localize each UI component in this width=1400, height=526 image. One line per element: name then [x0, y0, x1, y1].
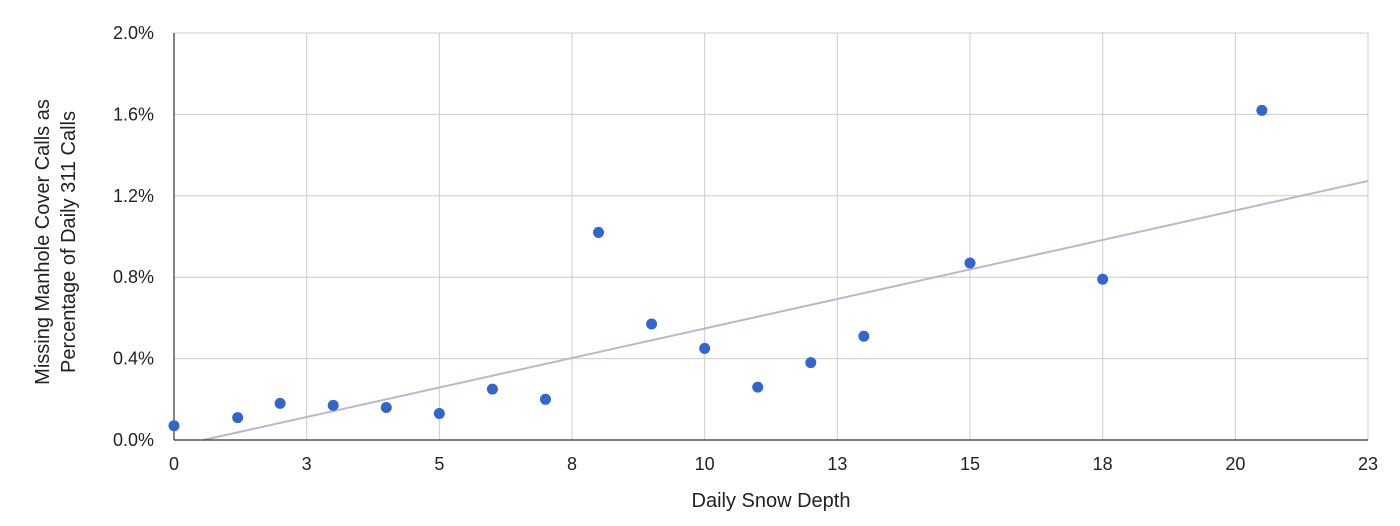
data-point	[168, 420, 180, 432]
x-axis-title: Daily Snow Depth	[692, 490, 851, 512]
y-tick-label: 0.0%	[113, 430, 154, 450]
data-point	[593, 226, 605, 238]
y-axis-title-line-2: Percentage of Daily 311 Calls	[58, 111, 80, 373]
data-point	[1256, 104, 1268, 116]
data-point	[232, 412, 244, 424]
trendline-layer	[203, 179, 1369, 441]
trendline	[203, 179, 1369, 441]
y-tick-labels: 0.0% 0.4% 0.8% 1.2% 1.6% 2.0%	[113, 23, 154, 450]
grid-lines	[174, 32, 1369, 440]
x-tick-label: 3	[302, 454, 312, 474]
y-axis-title-line-1: Missing Manhole Cover Calls as	[32, 99, 54, 385]
data-point	[646, 318, 658, 330]
data-point	[274, 397, 286, 409]
y-tick-label: 0.8%	[113, 267, 154, 287]
y-tick-label: 1.2%	[113, 186, 154, 206]
x-tick-label: 23	[1358, 454, 1378, 474]
x-tick-label: 0	[169, 454, 179, 474]
x-tick-label: 5	[434, 454, 444, 474]
data-point	[964, 257, 976, 269]
x-tick-label: 8	[567, 454, 577, 474]
data-point	[1097, 273, 1109, 285]
data-point	[380, 401, 392, 413]
data-point	[805, 357, 817, 369]
data-points	[168, 104, 1268, 432]
data-point	[486, 383, 498, 395]
data-point	[433, 408, 445, 420]
data-point	[699, 342, 711, 354]
y-tick-label: 2.0%	[113, 23, 154, 43]
data-point	[858, 330, 870, 342]
x-tick-labels: 0 3 5 8 10 13 15 18 20 23	[169, 454, 1378, 474]
x-tick-label: 10	[695, 454, 715, 474]
x-tick-label: 18	[1093, 454, 1113, 474]
data-point	[327, 399, 339, 411]
y-tick-label: 0.4%	[113, 349, 154, 369]
axes	[173, 33, 1368, 441]
data-point	[752, 381, 764, 393]
x-tick-label: 15	[960, 454, 980, 474]
x-tick-label: 20	[1225, 454, 1245, 474]
y-tick-label: 1.6%	[113, 104, 154, 124]
data-point	[539, 393, 551, 405]
x-tick-label: 13	[827, 454, 847, 474]
